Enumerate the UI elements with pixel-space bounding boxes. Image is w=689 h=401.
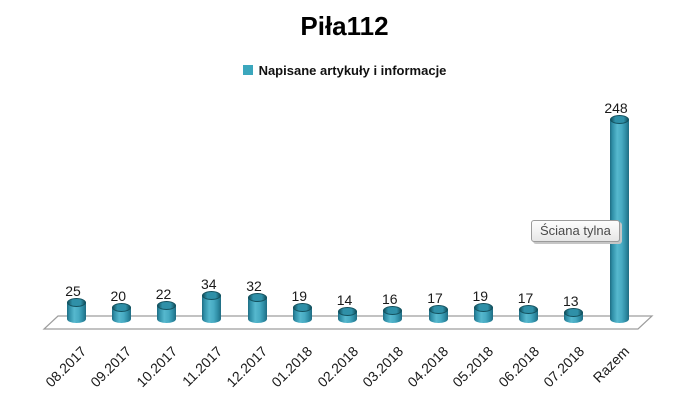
bar-value-label: 17 xyxy=(517,290,534,306)
cylinder-top-icon xyxy=(473,303,493,312)
bar-value-label: 14 xyxy=(336,292,353,308)
legend-swatch-icon xyxy=(242,65,253,75)
bar-cylinder[interactable] xyxy=(202,291,222,323)
bar-value-label: 34 xyxy=(200,276,217,292)
cylinder-top-icon xyxy=(157,301,176,310)
bar-value-label: 19 xyxy=(472,288,489,304)
bar-value-label: 248 xyxy=(604,100,628,116)
bar-cylinder[interactable] xyxy=(247,293,267,323)
bar-cylinder[interactable] xyxy=(66,298,86,323)
bar-cylinder[interactable] xyxy=(383,306,403,323)
legend-label: Napisane artykuły i informacje xyxy=(258,62,447,78)
cylinder-top-icon xyxy=(609,115,629,124)
bar-cylinder[interactable] xyxy=(428,305,448,323)
bar-cylinder[interactable] xyxy=(292,303,312,323)
cylinder-top-icon xyxy=(292,303,312,312)
bar-value-label: 13 xyxy=(562,293,579,309)
cylinder-top-icon xyxy=(202,291,222,300)
cylinder-top-icon xyxy=(383,306,403,315)
tooltip-text: Ściana tylna xyxy=(540,223,611,238)
bar-value-label: 20 xyxy=(110,288,127,304)
bar-cylinder[interactable] xyxy=(338,307,357,323)
cylinder-top-icon xyxy=(519,305,538,314)
cylinder-top-icon xyxy=(564,308,584,317)
cylinder-top-icon xyxy=(338,307,357,316)
bar-cylinder[interactable] xyxy=(519,305,538,323)
legend[interactable]: Napisane artykuły i informacje xyxy=(0,61,689,79)
cylinder-top-icon xyxy=(111,303,131,312)
bar-cylinder[interactable] xyxy=(157,301,176,323)
bar-value-label: 25 xyxy=(65,283,81,299)
cylinder-top-icon xyxy=(66,298,86,307)
bar-value-label: 22 xyxy=(155,286,172,302)
bar-value-label: 19 xyxy=(291,288,308,304)
bar-cylinder[interactable] xyxy=(473,303,493,323)
tooltip: Ściana tylna xyxy=(531,220,620,242)
bar-value-label: 16 xyxy=(381,291,398,307)
cylinder-top-icon xyxy=(428,305,448,314)
bar-value-label: 17 xyxy=(427,290,443,306)
cylinder-top-icon xyxy=(247,293,267,302)
bar-cylinder[interactable] xyxy=(564,308,584,323)
bar-cylinder[interactable] xyxy=(111,303,131,323)
bar-value-label: 32 xyxy=(246,278,262,294)
chart-title[interactable]: Piła112 xyxy=(300,11,389,41)
